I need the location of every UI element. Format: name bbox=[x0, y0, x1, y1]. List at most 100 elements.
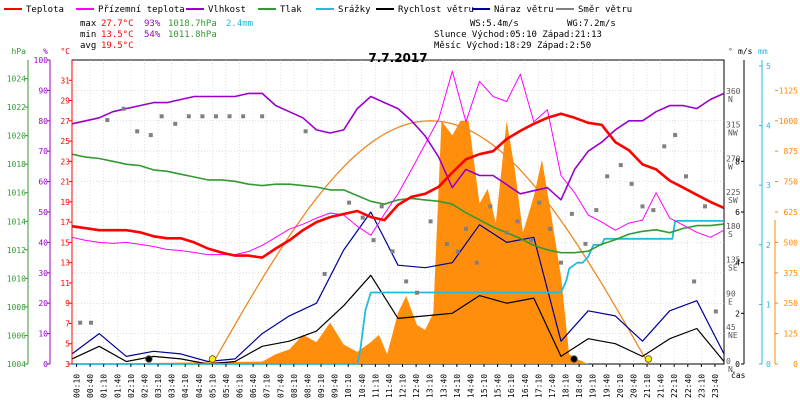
sunrise-marker bbox=[208, 355, 217, 363]
rain-tick-label: 0 bbox=[766, 360, 771, 369]
wind-direction-point bbox=[702, 204, 707, 209]
x-tick-label: 04:40 bbox=[195, 374, 204, 398]
stat-avg-label: avg bbox=[80, 41, 96, 51]
wind-direction-point bbox=[713, 309, 718, 314]
celsius-tick-label: 27 bbox=[60, 117, 70, 126]
celsius-tick-label: 19 bbox=[60, 198, 70, 207]
wind-direction-point bbox=[559, 260, 563, 265]
direction-tick-compass: S bbox=[728, 230, 733, 239]
direction-tick-label: 0 bbox=[726, 357, 731, 366]
x-tick-label: 12:40 bbox=[412, 374, 421, 398]
wind-direction-point bbox=[673, 133, 678, 138]
wind-direction-point bbox=[78, 320, 83, 325]
x-tick-label: 21:10 bbox=[643, 374, 652, 398]
x-tick-label: 15:40 bbox=[494, 374, 503, 398]
percent-tick-label: 80 bbox=[38, 117, 48, 126]
grid bbox=[71, 59, 725, 365]
x-tick-label: 01:10 bbox=[100, 374, 109, 398]
series-vlhkost-line bbox=[71, 92, 725, 201]
x-tick-label: 16:10 bbox=[507, 374, 516, 398]
percent-tick-label: 50 bbox=[38, 208, 48, 217]
wind-direction-point bbox=[529, 238, 534, 243]
x-tick-label: 17:40 bbox=[548, 374, 557, 398]
stat-min-press: 1011.8hPa bbox=[168, 30, 217, 40]
svg-text:Směr větru: Směr větru bbox=[578, 5, 632, 15]
celsius-tick-label: 29 bbox=[60, 97, 70, 106]
info-wg: WG:7.2m/s bbox=[567, 19, 616, 29]
marker-layer bbox=[145, 355, 653, 363]
hPa-tick-label: 1004 bbox=[7, 360, 26, 369]
x-tick-label: 05:40 bbox=[222, 374, 231, 398]
x-tick-label: 07:40 bbox=[276, 374, 285, 398]
wind-direction-point bbox=[618, 163, 623, 168]
solar-tick-label: 1125 bbox=[779, 86, 798, 95]
direction-tick-label: 225 bbox=[726, 188, 741, 197]
wind-direction-point bbox=[583, 241, 588, 246]
wind-direction-point bbox=[105, 118, 110, 123]
percent-tick-label: 30 bbox=[38, 269, 48, 278]
x-tick-label: 22:10 bbox=[670, 374, 679, 398]
hPa-tick-label: 1014 bbox=[7, 217, 26, 226]
x-tick-label: 11:40 bbox=[385, 374, 394, 398]
x-tick-label: 22:40 bbox=[684, 374, 693, 398]
wind-direction-point bbox=[415, 290, 420, 295]
x-tick-label: 08:10 bbox=[290, 374, 299, 398]
x-tick-label: 11:10 bbox=[371, 374, 380, 398]
celsius-tick-label: 17 bbox=[60, 218, 70, 227]
wind-direction-point bbox=[213, 114, 218, 119]
hPa-tick-label: 1018 bbox=[7, 160, 26, 169]
wind-direction-point bbox=[241, 114, 246, 119]
percent-tick-label: 70 bbox=[38, 147, 48, 156]
direction-tick-compass: E bbox=[728, 297, 733, 306]
x-tick-label: 23:10 bbox=[697, 374, 706, 398]
direction-tick-compass: W bbox=[728, 162, 733, 171]
celsius-tick-label: 15 bbox=[60, 238, 70, 247]
x-tick-label: 03:40 bbox=[168, 374, 177, 398]
percent-tick-label: 40 bbox=[38, 238, 48, 247]
chart-title: 7.7.2017 bbox=[368, 51, 427, 65]
direction-tick-compass: SE bbox=[728, 264, 738, 273]
legend-item-smer-vetru: Směr větru bbox=[556, 5, 632, 15]
direction-tick-compass: NE bbox=[728, 331, 738, 340]
wind-direction-point bbox=[390, 249, 395, 254]
solar-tick-label: 875 bbox=[784, 147, 799, 156]
wind-direction-point bbox=[347, 200, 352, 205]
legend-item-teplota: Teplota bbox=[4, 5, 64, 15]
stat-max-rain: 2.4mm bbox=[226, 19, 253, 29]
svg-text:Teplota: Teplota bbox=[26, 5, 64, 15]
legend-item-tlak: Tlak bbox=[258, 5, 302, 15]
x-tick-label: 09:40 bbox=[331, 374, 340, 398]
direction-tick-label: 180 bbox=[726, 222, 741, 231]
rain-tick-label: 4 bbox=[766, 122, 771, 131]
celsius-tick-label: 5 bbox=[65, 340, 70, 349]
stat-min-label: min bbox=[80, 30, 96, 40]
wind-direction-point bbox=[683, 174, 688, 179]
series-naraz-vetru-line bbox=[71, 211, 725, 363]
percent-tick-label: 20 bbox=[38, 299, 48, 308]
wind-direction-point bbox=[404, 279, 409, 284]
celsius-axis-label: °C bbox=[60, 47, 70, 56]
hPa-tick-label: 1012 bbox=[7, 246, 26, 255]
series-srazky-line bbox=[72, 220, 724, 365]
x-tick-label: 14:40 bbox=[466, 374, 475, 398]
x-tick-label: 06:40 bbox=[249, 374, 258, 398]
percent-tick-label: 0 bbox=[43, 360, 48, 369]
wind-direction-point bbox=[260, 114, 265, 119]
x-tick-label: 09:10 bbox=[317, 374, 326, 398]
sunset-marker bbox=[644, 355, 653, 363]
x-tick-label: 12:10 bbox=[399, 374, 408, 398]
direction-axis-label: ° bbox=[728, 47, 733, 56]
wind-direction-point bbox=[371, 238, 376, 243]
wind-direction-point bbox=[605, 174, 610, 179]
series-prizemni-teplota-line bbox=[71, 70, 725, 256]
x-tick-label: 20:10 bbox=[616, 374, 625, 398]
wind-direction-point bbox=[173, 121, 178, 126]
percent-tick-label: 10 bbox=[38, 330, 48, 339]
info-ws: WS:5.4m/s bbox=[470, 19, 519, 29]
stat-avg-temp: 19.5°C bbox=[101, 41, 134, 51]
x-tick-label: 17:10 bbox=[534, 374, 543, 398]
x-tick-label: 15:10 bbox=[480, 374, 489, 398]
hPa-axis-label: hPa bbox=[12, 47, 27, 56]
direction-tick-label: 315 bbox=[726, 121, 741, 130]
